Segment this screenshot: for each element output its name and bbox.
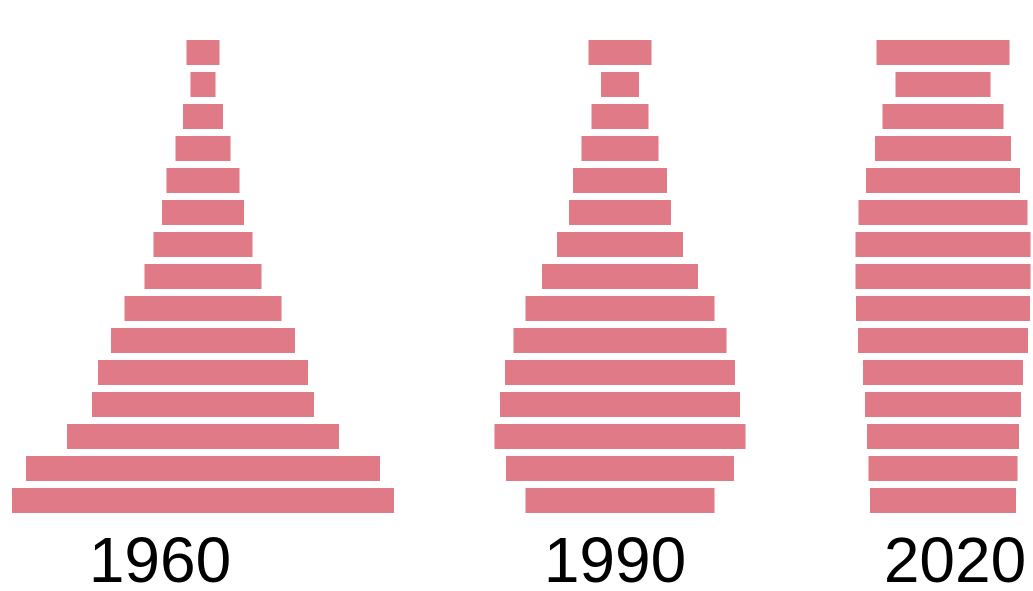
bar	[67, 424, 339, 449]
chart-title: 1990	[544, 524, 686, 591]
bar	[581, 136, 659, 161]
chart-title: 2020	[884, 524, 1026, 591]
bar	[12, 488, 394, 513]
bar	[124, 296, 282, 321]
bar	[875, 136, 1011, 161]
bar	[863, 360, 1023, 385]
bar	[153, 232, 253, 257]
bar	[858, 328, 1028, 353]
bar	[573, 168, 667, 193]
bar	[866, 168, 1020, 193]
bar	[591, 104, 649, 129]
bar	[162, 200, 244, 225]
bar	[856, 296, 1030, 321]
bar	[525, 296, 715, 321]
bar	[111, 328, 295, 353]
bar	[601, 72, 639, 97]
bar	[867, 424, 1019, 449]
bar	[506, 456, 734, 481]
bar	[876, 40, 1010, 65]
bar	[98, 360, 308, 385]
bar	[513, 328, 727, 353]
bar	[865, 392, 1021, 417]
bar	[500, 392, 740, 417]
bar	[870, 488, 1016, 513]
bar	[569, 200, 671, 225]
bar	[855, 264, 1031, 289]
bar	[175, 136, 231, 161]
bar	[190, 72, 216, 97]
bar	[186, 40, 220, 65]
bar	[183, 104, 223, 129]
bar	[557, 232, 683, 257]
bar	[92, 392, 314, 417]
chart-title: 1960	[89, 524, 231, 591]
bar	[868, 456, 1018, 481]
bar	[505, 360, 735, 385]
bar	[542, 264, 698, 289]
bar	[525, 488, 715, 513]
bar	[882, 104, 1004, 129]
bar	[588, 40, 652, 65]
bar	[858, 200, 1028, 225]
bar	[166, 168, 240, 193]
bar	[494, 424, 746, 449]
bar	[855, 232, 1031, 257]
bar	[144, 264, 262, 289]
bar	[895, 72, 991, 97]
bar	[26, 456, 380, 481]
